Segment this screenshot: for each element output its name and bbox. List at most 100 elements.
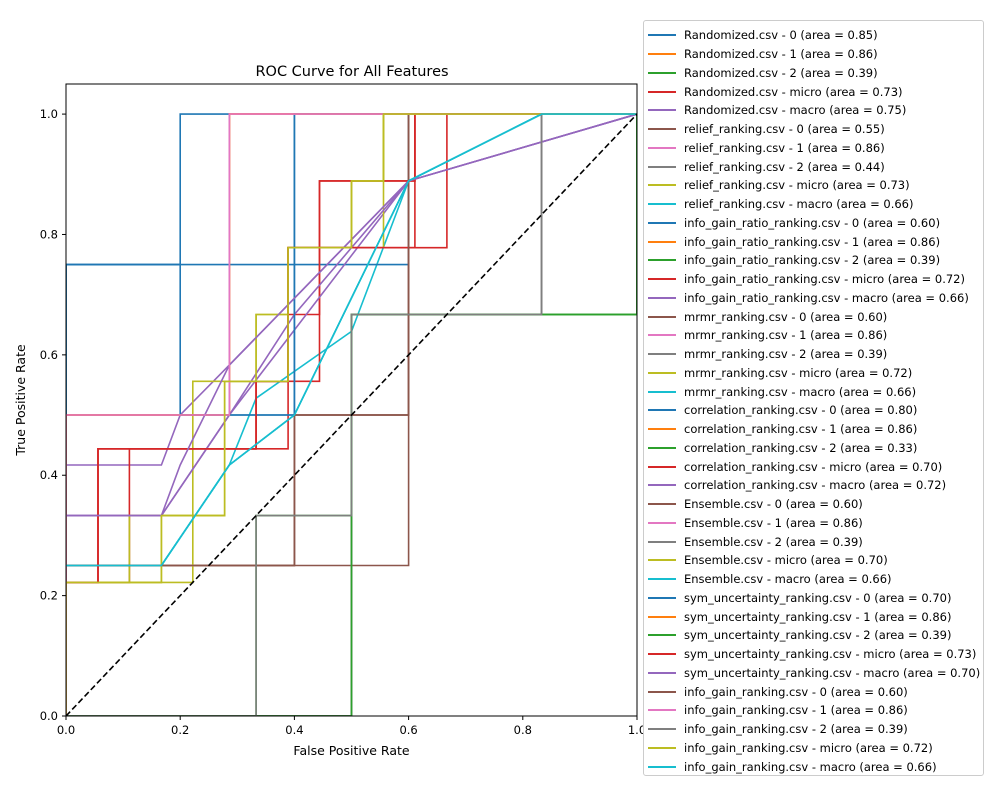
legend-item: info_gain_ranking.csv - 1 (area = 0.86) [644,701,983,720]
legend-swatch [648,34,676,37]
legend-item: relief_ranking.csv - 1 (area = 0.86) [644,139,983,158]
x-axis-label: False Positive Rate [293,743,409,758]
legend-item: correlation_ranking.csv - macro (area = … [644,476,983,495]
legend-swatch [648,765,676,768]
legend-label: Randomized.csv - 2 (area = 0.39) [684,65,878,80]
legend-item: sym_uncertainty_ranking.csv - micro (are… [644,645,983,664]
legend-label: Randomized.csv - macro (area = 0.75) [684,103,907,118]
legend-item: relief_ranking.csv - 0 (area = 0.55) [644,120,983,139]
y-tick-label: 0.0 [40,709,58,723]
legend-label: correlation_ranking.csv - 2 (area = 0.33… [684,440,918,455]
legend-swatch [648,465,676,468]
plot-frame [65,83,638,717]
legend-label: info_gain_ranking.csv - 2 (area = 0.39) [684,722,908,737]
legend-label: info_gain_ratio_ranking.csv - micro (are… [684,272,965,287]
legend-label: Randomized.csv - 0 (area = 0.85) [684,28,878,43]
x-axis: 0.0 0.2 0.4 0.6 0.8 1.0 [57,716,646,737]
legend-swatch [648,221,676,224]
legend-item: mrmr_ranking.csv - macro (area = 0.66) [644,382,983,401]
legend-swatch [648,728,676,731]
x-tick-label: 0.2 [171,723,189,737]
legend-item: info_gain_ranking.csv - 2 (area = 0.39) [644,720,983,739]
legend-item: info_gain_ratio_ranking.csv - micro (are… [644,270,983,289]
legend-item: correlation_ranking.csv - micro (area = … [644,457,983,476]
legend-item: mrmr_ranking.csv - 1 (area = 0.86) [644,326,983,345]
legend-swatch [648,484,676,487]
legend-item: Randomized.csv - 0 (area = 0.85) [644,26,983,45]
legend-label: sym_uncertainty_ranking.csv - 2 (area = … [684,628,952,643]
legend-label: correlation_ranking.csv - macro (area = … [684,478,947,493]
legend-item: sym_uncertainty_ranking.csv - 1 (area = … [644,607,983,626]
legend-item: Ensemble.csv - macro (area = 0.66) [644,570,983,589]
legend-item: info_gain_ranking.csv - micro (area = 0.… [644,739,983,758]
legend-swatch [648,53,676,56]
x-tick-label: 1.0 [628,723,646,737]
legend-swatch [648,165,676,168]
legend-label: correlation_ranking.csv - 1 (area = 0.86… [684,422,918,437]
legend-item: relief_ranking.csv - micro (area = 0.73) [644,176,983,195]
y-axis-label: True Positive Rate [13,344,28,457]
series-layer [66,113,637,716]
legend-swatch [648,446,676,449]
legend-label: info_gain_ratio_ranking.csv - 1 (area = … [684,234,941,249]
legend-item: Ensemble.csv - micro (area = 0.70) [644,551,983,570]
series-line-37 [66,113,637,716]
legend-label: info_gain_ratio_ranking.csv - 2 (area = … [684,253,941,268]
y-tick-label: 1.0 [40,107,58,121]
legend-swatch [648,596,676,599]
legend-label: mrmr_ranking.csv - 1 (area = 0.86) [684,328,888,343]
legend-swatch [648,503,676,506]
legend-swatch [648,371,676,374]
legend-item: sym_uncertainty_ranking.csv - 0 (area = … [644,589,983,608]
legend-label: mrmr_ranking.csv - 0 (area = 0.60) [684,309,888,324]
legend-item: Randomized.csv - macro (area = 0.75) [644,101,983,120]
legend-label: info_gain_ranking.csv - 0 (area = 0.60) [684,684,908,699]
legend-swatch [648,203,676,206]
legend-label: mrmr_ranking.csv - micro (area = 0.72) [684,365,913,380]
legend-item: relief_ranking.csv - 2 (area = 0.44) [644,157,983,176]
legend-swatch [648,334,676,337]
legend-item: info_gain_ratio_ranking.csv - 1 (area = … [644,232,983,251]
legend-item: mrmr_ranking.csv - micro (area = 0.72) [644,364,983,383]
x-tick-label: 0.6 [399,723,417,737]
legend-swatch [648,746,676,749]
legend-swatch [648,353,676,356]
legend-label: sym_uncertainty_ranking.csv - micro (are… [684,647,977,662]
legend-label: correlation_ranking.csv - 0 (area = 0.80… [684,403,918,418]
legend-label: relief_ranking.csv - micro (area = 0.73) [684,178,910,193]
y-tick-label: 0.2 [40,589,58,603]
legend-item: sym_uncertainty_ranking.csv - 2 (area = … [644,626,983,645]
y-tick-label: 0.6 [40,348,58,362]
legend-item: info_gain_ranking.csv - macro (area = 0.… [644,757,983,776]
legend-label: relief_ranking.csv - macro (area = 0.66) [684,197,914,212]
legend-swatch [648,653,676,656]
legend-label: Ensemble.csv - 2 (area = 0.39) [684,534,863,549]
legend-label: Ensemble.csv - 0 (area = 0.60) [684,497,863,512]
legend-swatch [648,390,676,393]
legend-label: Ensemble.csv - micro (area = 0.70) [684,553,888,568]
legend-swatch [648,259,676,262]
legend-swatch [648,671,676,674]
legend-item: correlation_ranking.csv - 0 (area = 0.80… [644,401,983,420]
legend-item: info_gain_ranking.csv - 0 (area = 0.60) [644,682,983,701]
legend-item: mrmr_ranking.csv - 0 (area = 0.60) [644,307,983,326]
legend-swatch [648,278,676,281]
legend-item: correlation_ranking.csv - 2 (area = 0.33… [644,439,983,458]
legend-label: sym_uncertainty_ranking.csv - macro (are… [684,665,981,680]
series-line-39 [66,113,637,716]
legend-swatch [648,634,676,637]
y-axis: 0.0 0.2 0.4 0.6 0.8 1.0 [40,107,66,723]
legend-item: mrmr_ranking.csv - 2 (area = 0.39) [644,345,983,364]
legend-swatch [648,690,676,693]
chart-legend: Randomized.csv - 0 (area = 0.85) Randomiz… [643,20,984,776]
legend-swatch [648,109,676,112]
legend-swatch [648,409,676,412]
legend-swatch [648,540,676,543]
legend-label: relief_ranking.csv - 1 (area = 0.86) [684,140,885,155]
x-tick-label: 0.8 [514,723,532,737]
legend-item: Randomized.csv - 2 (area = 0.39) [644,64,983,83]
legend-swatch [648,559,676,562]
y-tick-label: 0.8 [40,227,58,241]
legend-swatch [648,296,676,299]
legend-item: Randomized.csv - 1 (area = 0.86) [644,45,983,64]
